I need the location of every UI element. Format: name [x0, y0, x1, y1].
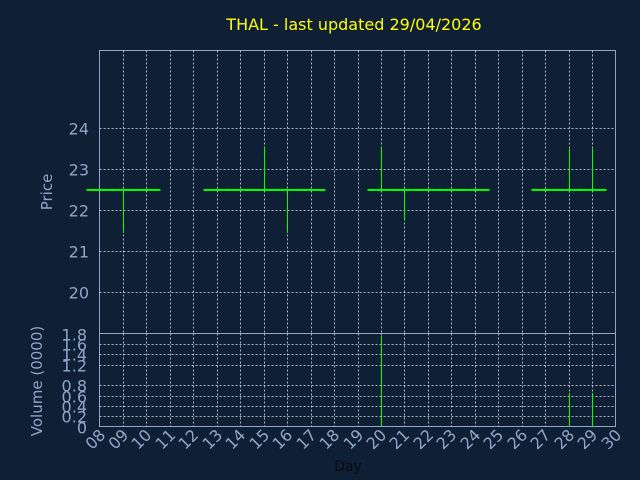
price-axis-label: Price	[38, 174, 56, 211]
volume-grid	[99, 333, 616, 427]
x-axis-ticks: 0809101112131415161718192021222324252627…	[81, 425, 625, 453]
price-y-tick-label: 22	[69, 202, 89, 221]
price-y-ticks: 20 21 22 23 24	[69, 120, 89, 303]
price-panel: 20 21 22 23 24 Price	[38, 50, 616, 334]
volume-y-tick-label: 1.6	[62, 336, 87, 355]
volume-bars	[381, 336, 593, 427]
price-y-tick-label: 20	[69, 284, 89, 303]
price-grid	[99, 50, 616, 334]
chart-title: THAL - last updated 29/04/2026	[225, 15, 481, 34]
volume-y-tick-label: 0.4	[62, 398, 87, 417]
price-bars	[86, 146, 607, 234]
volume-y-tick-label: 0	[77, 419, 87, 438]
volume-y-tick-label: 1.4	[62, 346, 87, 365]
volume-y-tick-label: 0.2	[62, 408, 87, 427]
volume-y-tick-label: 0.8	[62, 377, 87, 396]
volume-axis-label: Volume (0000)	[28, 326, 46, 436]
volume-y-tick-label: 0.6	[62, 388, 87, 407]
volume-y-tick-label: 1.8	[62, 326, 87, 345]
ohlc-bar	[390, 188, 419, 221]
ohlc-bar	[109, 188, 138, 234]
ohlc-bar	[578, 148, 607, 191]
volume-y-ticks: 00.20.40.60.81.21.41.61.8	[62, 326, 87, 438]
volume-y-tick-label: 1.2	[62, 357, 87, 376]
x-axis-label: Day	[334, 459, 362, 475]
price-y-tick-label: 21	[69, 243, 89, 262]
ohlc-bar	[250, 146, 279, 191]
volume-panel: 00.20.40.60.81.21.41.61.8 Volume (0000)	[28, 326, 616, 438]
x-tick-label: 30	[597, 425, 625, 453]
price-plot-area	[99, 50, 616, 334]
ohlc-bar	[367, 146, 396, 191]
ohlc-bar	[273, 188, 302, 234]
volume-plot-area	[99, 333, 616, 427]
price-y-tick-label: 24	[69, 120, 89, 139]
price-y-tick-label: 23	[69, 161, 89, 180]
